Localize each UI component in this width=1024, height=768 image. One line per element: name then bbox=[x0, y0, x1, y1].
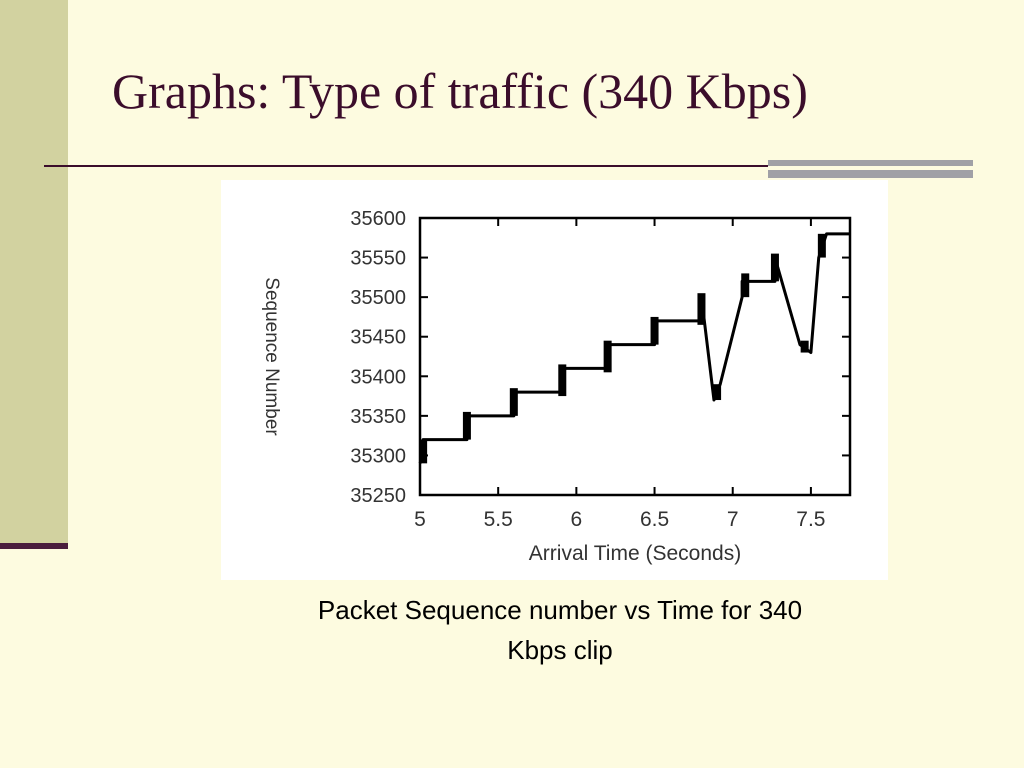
x-tick-label: 6.5 bbox=[640, 508, 669, 531]
x-tick-label: 7 bbox=[727, 508, 739, 531]
caption-line-2: Kbps clip bbox=[507, 635, 613, 665]
x-tick-label: 5 bbox=[414, 508, 426, 531]
y-tick-label: 35400 bbox=[350, 366, 406, 388]
title-divider bbox=[44, 165, 768, 167]
x-axis-label: Arrival Time (Seconds) bbox=[529, 542, 741, 565]
packet-burst bbox=[770, 253, 779, 282]
packet-burst bbox=[509, 388, 518, 416]
slide-title: Graphs: Type of traffic (340 Kbps) bbox=[112, 63, 808, 119]
x-tick-label: 7.5 bbox=[796, 508, 825, 531]
packet-burst bbox=[800, 340, 809, 353]
packet-burst bbox=[419, 439, 428, 464]
y-tick-label: 35550 bbox=[350, 248, 406, 270]
packet-burst bbox=[462, 411, 471, 440]
y-tick-label: 35300 bbox=[350, 445, 406, 467]
y-tick-label: 35250 bbox=[350, 485, 406, 507]
y-axis-label: Sequence Number bbox=[261, 277, 282, 436]
packet-burst bbox=[713, 384, 722, 401]
y-axis-ticks: 35250 35300 35350 35400 35450 35500 35550 35600 bbox=[350, 208, 850, 507]
packet-burst bbox=[603, 340, 612, 373]
x-axis-ticks: 5 5.5 6 6.5 7 7.5 bbox=[414, 218, 826, 531]
left-decor-band bbox=[0, 0, 68, 545]
packet-burst bbox=[817, 233, 826, 258]
y-tick-label: 35600 bbox=[350, 208, 406, 230]
y-tick-label: 35500 bbox=[350, 287, 406, 309]
y-tick-label: 35450 bbox=[350, 327, 406, 349]
chart-panel: 35250 35300 35350 35400 35450 35500 35550 35600… bbox=[221, 180, 888, 580]
packet-burst bbox=[650, 316, 659, 345]
plot-frame bbox=[418, 216, 852, 497]
y-tick-label: 35350 bbox=[350, 406, 406, 428]
title-divider-accent bbox=[768, 160, 973, 178]
figure-caption: Packet Sequence number vs Time for 340 K… bbox=[210, 590, 910, 670]
x-tick-label: 6 bbox=[571, 508, 583, 531]
caption-line-1: Packet Sequence number vs Time for 340 bbox=[317, 595, 803, 625]
sequence-chart: 35250 35300 35350 35400 35450 35500 35550 35600… bbox=[261, 208, 852, 565]
left-decor-accent bbox=[0, 543, 68, 549]
series-line bbox=[418, 232, 850, 464]
x-tick-label: 5.5 bbox=[484, 508, 513, 531]
series-layer bbox=[418, 232, 850, 464]
packet-burst bbox=[697, 293, 706, 325]
packet-burst bbox=[741, 273, 750, 298]
packet-burst bbox=[558, 364, 567, 397]
